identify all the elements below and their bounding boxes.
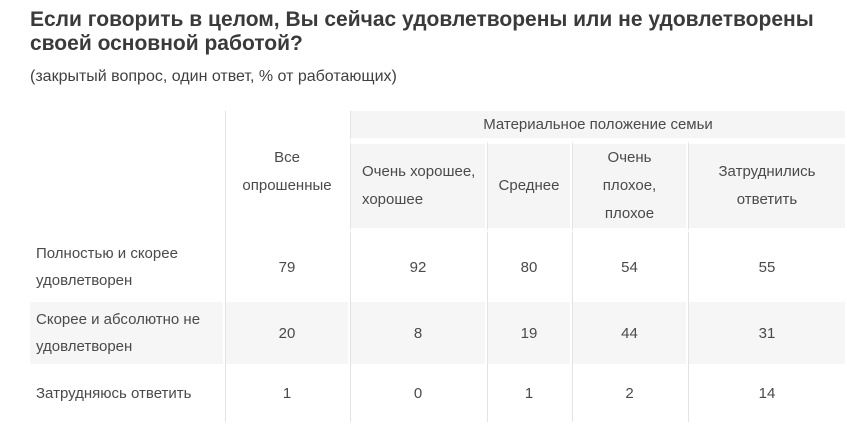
page-subtitle: (закрытый вопрос, один ответ, % от работ… [30, 68, 397, 85]
row-label: Скорее и абсолютно не удовлетворен [30, 302, 225, 364]
cell-value: 54 [572, 232, 688, 302]
survey-results-table: Все опрошенные Материальное положение се… [30, 111, 847, 422]
cell-value: 1 [487, 364, 572, 422]
column-group-header: Материальное положение семьи [350, 111, 847, 141]
cell-value: 2 [572, 364, 688, 422]
header-row-sub: Очень хорошее, хорошее Среднее Очень пло… [30, 141, 847, 232]
table-row-not-satisfied: Скорее и абсолютно не удовлетворен 20 8 … [30, 302, 847, 364]
table-row-satisfied: Полностью и скорее удовлетворен 79 92 80… [30, 232, 847, 302]
corner-cell [30, 111, 225, 232]
table-row-hard-to-answer: Затрудняюсь ответить 1 0 1 2 14 [30, 364, 847, 422]
header-row-group: Все опрошенные Материальное положение се… [30, 111, 847, 232]
cell-value: 80 [487, 232, 572, 302]
cell-value: 8 [350, 302, 487, 364]
cell-value: 19 [487, 302, 572, 364]
page-title: Если говорить в целом, Вы сейчас удовлет… [30, 8, 814, 55]
cell-value: 0 [350, 364, 487, 422]
cell-value: 20 [225, 302, 350, 364]
row-label: Затрудняюсь ответить [30, 364, 225, 422]
row-label: Полностью и скорее удовлетворен [30, 232, 225, 302]
column-header-hard-to-answer: Затруднились ответить [688, 141, 847, 232]
column-header-very-bad: Очень плохое, плохое [572, 141, 688, 232]
cell-value: 44 [572, 302, 688, 364]
cell-value: 55 [688, 232, 847, 302]
cell-value: 92 [350, 232, 487, 302]
column-header-very-good: Очень хорошее, хорошее [350, 141, 487, 232]
column-header-all-respondents: Все опрошенные [225, 111, 350, 232]
cell-value: 31 [688, 302, 847, 364]
cell-value: 79 [225, 232, 350, 302]
cell-value: 1 [225, 364, 350, 422]
cell-value: 14 [688, 364, 847, 422]
column-header-average: Среднее [487, 141, 572, 232]
